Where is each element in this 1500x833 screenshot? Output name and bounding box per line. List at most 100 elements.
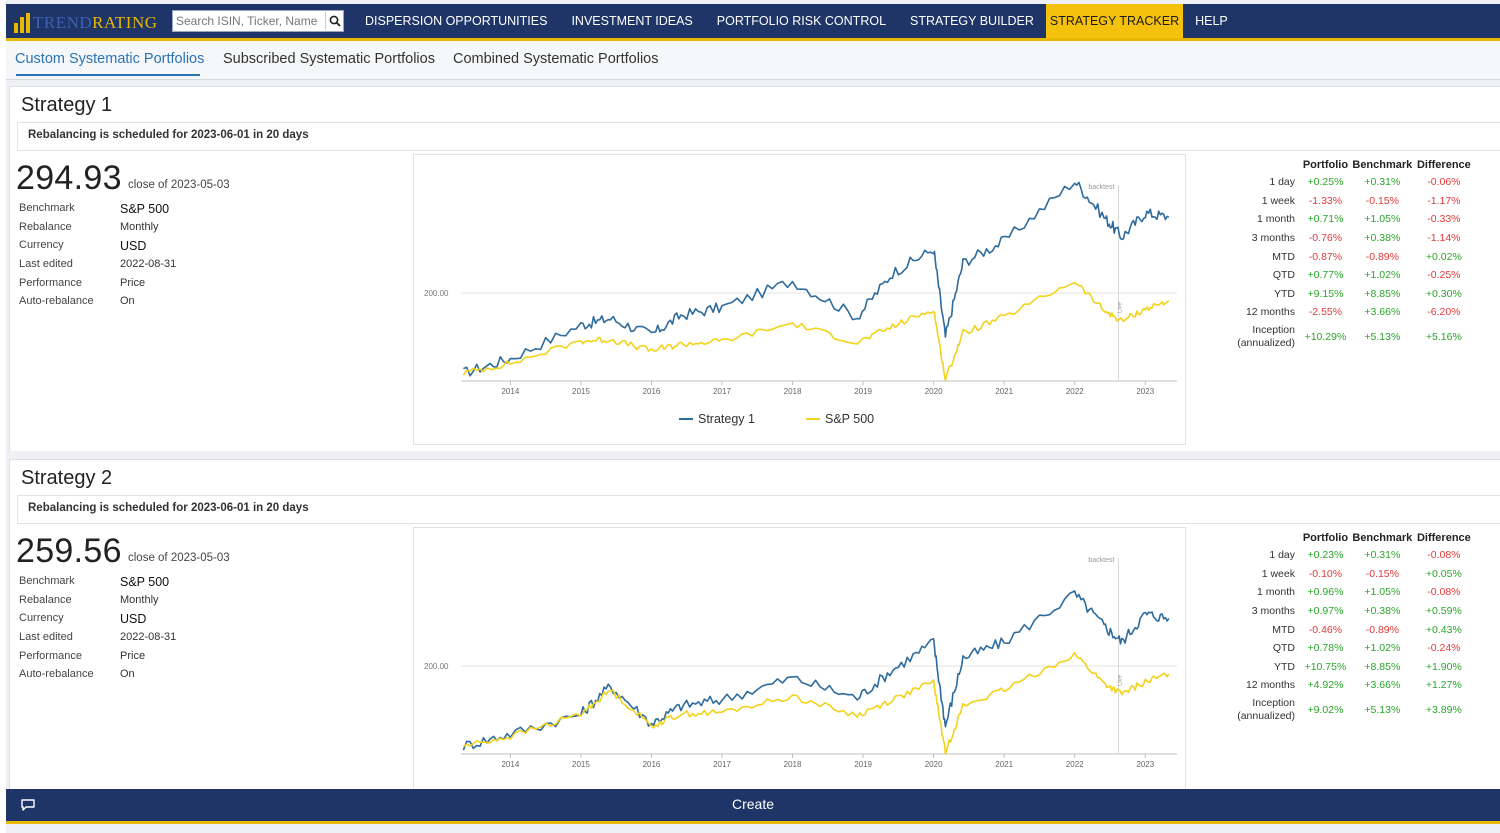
perf-period-label: 3 months: [1251, 605, 1295, 618]
info-key: Last edited: [19, 258, 73, 271]
perf-period-label: MTD: [1272, 250, 1295, 263]
info-row-rebalance: Rebalance Monthly: [19, 594, 176, 613]
info-row-auto-rebalance: Auto-rebalance On: [19, 295, 176, 314]
close-of-date: close of 2023-05-03: [128, 179, 230, 191]
nav-help[interactable]: HELP: [1195, 14, 1228, 28]
perf-row: 3 months -0.76% +0.38% -1.14%: [1223, 229, 1473, 248]
perf-period-label: Inception (annualized): [1223, 322, 1301, 352]
perf-period-label: 1 day: [1269, 549, 1295, 562]
nav-investment-ideas[interactable]: INVESTMENT IDEAS: [571, 14, 693, 28]
perf-benchmark-value: +8.85%: [1364, 287, 1401, 300]
x-tick-label: 2023: [1136, 760, 1154, 769]
close-of-date: close of 2023-05-03: [128, 552, 230, 564]
search-button[interactable]: [325, 12, 343, 30]
create-button[interactable]: Create: [731, 796, 775, 812]
perf-difference-value: +0.05%: [1425, 567, 1462, 580]
x-tick-label: 2020: [925, 387, 943, 396]
perf-benchmark-value: -0.15%: [1365, 567, 1399, 580]
perf-row: QTD +0.77% +1.02% -0.25%: [1223, 266, 1473, 285]
perf-portfolio-value: +10.75%: [1304, 660, 1347, 673]
info-value: S&P 500: [120, 202, 170, 216]
perf-portfolio-value: +0.25%: [1307, 176, 1344, 189]
x-tick-label: 2018: [784, 760, 802, 769]
info-value: USD: [120, 239, 147, 254]
x-tick-label: 2019: [854, 387, 872, 396]
perf-row: 1 month +0.96% +1.05% -0.08%: [1223, 583, 1473, 602]
nav-portfolio-risk-control[interactable]: PORTFOLIO RISK CONTROL: [716, 14, 887, 28]
perf-portfolio-value: -1.33%: [1308, 194, 1343, 207]
x-tick-label: 2018: [784, 387, 802, 396]
perf-period-label-line: Inception: [1252, 323, 1295, 336]
x-tick-label: 2014: [501, 387, 519, 396]
perf-benchmark-value: +0.31%: [1364, 549, 1401, 562]
nav-dispersion-opportunities[interactable]: DISPERSION OPPORTUNITIES: [365, 14, 548, 28]
perf-period-label: 1 day: [1269, 176, 1295, 189]
nav-strategy-tracker[interactable]: STRATEGY TRACKER: [1045, 4, 1184, 38]
info-key: Performance: [19, 649, 82, 662]
strategy-price: 259.56: [16, 532, 122, 570]
tab-subscribed-systematic-portfolios[interactable]: Subscribed Systematic Portfolios: [223, 51, 435, 67]
perf-row: YTD +10.75% +8.85% +1.90%: [1223, 658, 1473, 677]
perf-period-label: QTD: [1272, 642, 1295, 655]
performance-chart-2[interactable]: 200.00 2014 2015 2016 2017 2018 2019 2020 2021 20…: [413, 527, 1186, 791]
info-key: Performance: [19, 276, 82, 289]
info-value: USD: [120, 612, 147, 627]
perf-header-row: Portfolio Benchmark Difference: [1223, 529, 1473, 546]
perf-difference-value: +3.89%: [1425, 703, 1462, 716]
top-accent-rule: [6, 38, 1500, 41]
perf-row: 1 month +0.71% +1.05% -0.33%: [1223, 210, 1473, 229]
perf-header-benchmark: Benchmark: [1352, 531, 1413, 544]
rebalancing-notice-text: Rebalancing is scheduled for 2023-06-01 …: [28, 502, 309, 514]
info-key: Auto-rebalance: [19, 295, 94, 308]
perf-benchmark-value: +0.38%: [1364, 605, 1401, 618]
logo-text-rating: RATING: [92, 13, 158, 32]
info-value: 2022-08-31: [120, 631, 177, 644]
perf-period-label: 3 months: [1251, 232, 1295, 245]
page-left-edge: [0, 0, 6, 833]
perf-period-label: QTD: [1272, 269, 1295, 282]
tab-combined-systematic-portfolios[interactable]: Combined Systematic Portfolios: [453, 51, 659, 67]
perf-difference-value: +0.30%: [1425, 287, 1462, 300]
perf-portfolio-value: +4.92%: [1307, 679, 1344, 692]
perf-header-portfolio: Portfolio: [1302, 531, 1349, 544]
perf-benchmark-value: +5.13%: [1364, 703, 1401, 716]
backtest-label: backtest: [1088, 557, 1114, 564]
performance-chart-1[interactable]: 200.00 2014 2015 2016 2017 2018 2019 2020 2021 20…: [413, 154, 1186, 445]
info-value: Monthly: [120, 220, 159, 233]
trendrating-logo[interactable]: TRENDRATING: [14, 9, 164, 33]
perf-period-label: Inception (annualized): [1223, 695, 1301, 725]
info-row-rebalance: Rebalance Monthly: [19, 221, 176, 240]
strategy-title: Strategy 1: [21, 94, 113, 116]
strategy-series-line: [463, 181, 1170, 377]
logo-text-trend: TREND: [33, 13, 93, 32]
search-icon: [329, 15, 341, 27]
perf-difference-value: -0.06%: [1427, 176, 1461, 189]
x-tick-label: 2020: [925, 760, 943, 769]
active-tab-underline: [16, 74, 200, 76]
perf-benchmark-value: +3.66%: [1364, 679, 1401, 692]
performance-table-1: Portfolio Benchmark Difference 1 day +0.25%…: [1223, 156, 1473, 352]
x-tick-label: 2016: [643, 760, 661, 769]
info-key: Currency: [19, 612, 64, 625]
perf-row: Inception (annualized) +9.02% +5.13% +3.89%: [1223, 695, 1473, 725]
perf-period-label: MTD: [1272, 623, 1295, 636]
info-row-benchmark: Benchmark S&P 500: [19, 575, 176, 594]
info-value: Price: [120, 276, 146, 289]
perf-difference-value: -0.33%: [1427, 213, 1461, 226]
perf-difference-value: -1.17%: [1427, 194, 1461, 207]
bottom-action-bar: Create: [6, 789, 1500, 821]
nav-strategy-builder[interactable]: STRATEGY BUILDER: [910, 14, 1034, 28]
perf-benchmark-value: -0.89%: [1365, 623, 1399, 636]
tab-custom-systematic-portfolios[interactable]: Custom Systematic Portfolios: [15, 51, 205, 67]
perf-period-label: 12 months: [1245, 306, 1295, 319]
rebalancing-notice-text: Rebalancing is scheduled for 2023-06-01 …: [28, 129, 309, 141]
strategy-info: Benchmark S&P 500 Rebalance Monthly Curren…: [19, 202, 176, 314]
info-row-currency: Currency USD: [19, 612, 176, 631]
chat-icon[interactable]: [20, 798, 36, 812]
perf-row: 3 months +0.97% +0.38% +0.59%: [1223, 602, 1473, 621]
perf-period-label-line: Inception: [1252, 696, 1295, 709]
search-input[interactable]: [173, 12, 325, 30]
perf-period-label: YTD: [1274, 287, 1295, 300]
x-tick-label: 2019: [854, 760, 872, 769]
info-row-last-edited: Last edited 2022-08-31: [19, 258, 176, 277]
